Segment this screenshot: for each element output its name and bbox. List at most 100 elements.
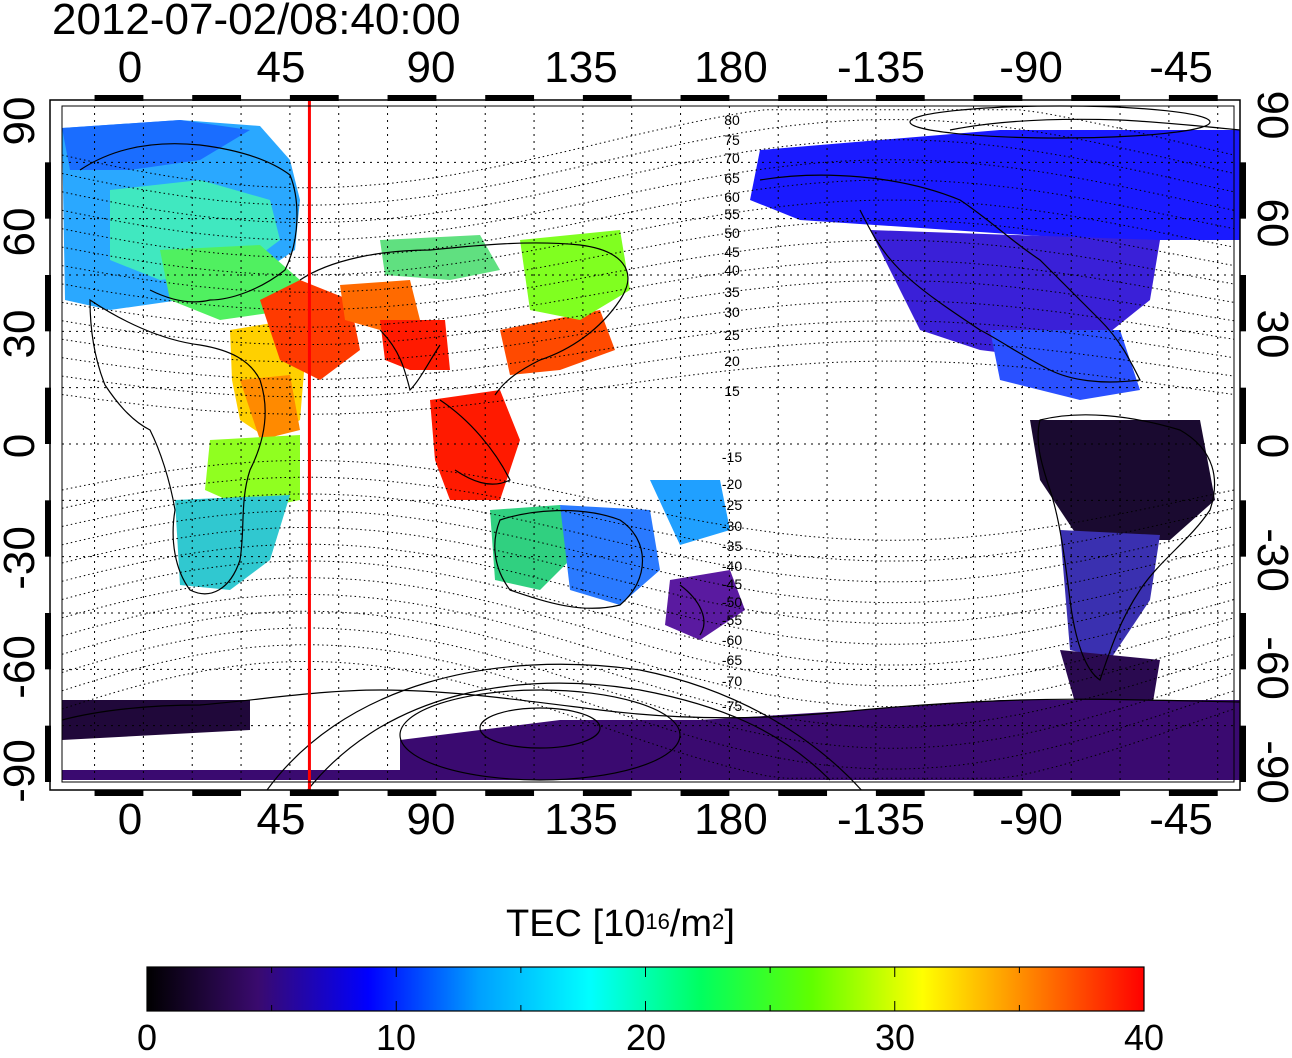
axis-checker-bars <box>45 95 1246 796</box>
contour-label: 40 <box>724 262 740 278</box>
top-lon-tick: -135 <box>836 43 926 92</box>
bottom-lon-tick: 180 <box>694 795 768 844</box>
contour-label: -15 <box>722 449 742 465</box>
bottom-checker-segment <box>1071 790 1121 796</box>
top-lon-tick: 45 <box>256 43 306 92</box>
tec-patch-east-africa <box>240 375 300 440</box>
colorbar-title: TEC [1016/m2] <box>506 903 735 945</box>
tec-patch-pacific <box>650 480 730 545</box>
tec-patch-arctic-america <box>750 130 1240 240</box>
dip-contour-line <box>61 159 1235 241</box>
bottom-lon-tick: 90 <box>406 795 456 844</box>
bottom-checker-segment <box>875 790 925 796</box>
colorbar-tick-label: 0 <box>136 1017 158 1058</box>
tec-patch-antarctica-dark <box>62 700 250 740</box>
contour-label: -35 <box>722 538 742 554</box>
colorbar-tick-label: 20 <box>625 1017 667 1058</box>
dip-contour-line <box>61 300 1235 363</box>
tec-patch-new-zealand <box>665 570 745 640</box>
top-checker-segment <box>973 95 1023 101</box>
contour-label: 70 <box>724 150 740 166</box>
left-checker-segment <box>45 387 51 444</box>
right-checker-segment <box>1240 613 1246 670</box>
bottom-checker-segment <box>973 790 1023 796</box>
tec-patch-east-asia <box>520 230 630 320</box>
colorbar-tick-label: 10 <box>375 1017 417 1058</box>
dip-contour-line <box>61 280 1235 345</box>
dip-contour-line <box>61 661 1235 779</box>
bottom-lon-tick: -135 <box>836 795 926 844</box>
top-checker-segment <box>875 95 925 101</box>
contour-label: -50 <box>722 594 742 610</box>
dip-contour-line <box>61 493 1235 583</box>
bottom-checker-segment <box>485 790 535 796</box>
dip-contour-line <box>61 320 1235 380</box>
bottom-lon-tick: 0 <box>117 795 143 844</box>
top-checker-segment <box>485 95 535 101</box>
top-lon-tick: -90 <box>999 43 1063 92</box>
contour-label: 25 <box>724 327 740 343</box>
contour-label: 75 <box>724 132 740 148</box>
colorbar-tick-label: 30 <box>874 1017 916 1058</box>
top-checker-segment <box>778 95 828 101</box>
right-checker-segment <box>1240 500 1246 557</box>
bottom-checker-segment <box>582 790 632 796</box>
tec-patch-south-africa <box>175 495 290 590</box>
inner-frame <box>61 105 1235 783</box>
bottom-checker-segment <box>778 790 828 796</box>
dip-contour-line <box>61 460 1235 541</box>
dip-contour-line <box>61 340 1235 398</box>
map-frame <box>49 99 1241 791</box>
bottom-checker-segment <box>192 790 242 796</box>
dip-contour-line <box>61 577 1235 687</box>
contour-label: -40 <box>722 558 742 574</box>
pole-contours <box>266 105 1211 790</box>
tec-patch-central-africa <box>205 435 300 510</box>
top-lon-tick: -45 <box>1149 43 1213 92</box>
bottom-lon-tick: 45 <box>256 795 306 844</box>
dip-contour-line <box>61 644 1235 770</box>
tec-patch-south-america-south <box>1060 530 1160 660</box>
tec-patch-antarctica <box>62 700 1240 780</box>
bottom-lon-tick: -45 <box>1149 795 1213 844</box>
tec-patch-central-asia <box>340 280 420 330</box>
dip-contour-line <box>61 139 1235 223</box>
bottom-lon-tick: -90 <box>999 795 1063 844</box>
contour-label: 15 <box>724 383 740 399</box>
top-checker-segment <box>582 95 632 101</box>
dip-contour-line <box>61 610 1235 728</box>
bottom-checker-segment <box>289 790 339 796</box>
top-lon-tick: 90 <box>406 43 456 92</box>
top-checker-segment <box>1168 95 1218 101</box>
tec-patch-north-america <box>870 230 1160 360</box>
dip-contour-line <box>61 109 1235 189</box>
dip-contour-line <box>61 179 1235 258</box>
left-checker-segment <box>45 725 51 782</box>
tec-patch-southeast-asia <box>430 390 520 500</box>
top-lon-tick: 0 <box>117 43 143 92</box>
left-checker-segment <box>45 275 51 332</box>
contour-label: 65 <box>724 170 740 186</box>
contour-label: 60 <box>724 189 740 205</box>
bottom-checker-segment <box>387 790 437 796</box>
dip-contour-line <box>61 527 1235 624</box>
top-checker-segment <box>1071 95 1121 101</box>
dip-contour-line <box>61 510 1235 604</box>
right-checker-segment <box>1240 725 1246 782</box>
right-checker-segment <box>1240 275 1246 332</box>
contour-label: 45 <box>724 244 740 260</box>
top-checker-segment <box>387 95 437 101</box>
tec-data-layer <box>62 120 1240 780</box>
top-checker-segment <box>192 95 242 101</box>
right-checker-segment <box>1240 162 1246 219</box>
contour-label: -30 <box>722 518 742 534</box>
colorbar-ticks <box>146 967 1145 1011</box>
contour-label: -20 <box>722 476 742 492</box>
left-checker-segment <box>45 162 51 219</box>
lat-lon-grid <box>62 106 1234 782</box>
contour-label: -55 <box>722 612 742 628</box>
right-checker-segment <box>1240 387 1246 444</box>
dip-contour-line <box>61 560 1235 666</box>
